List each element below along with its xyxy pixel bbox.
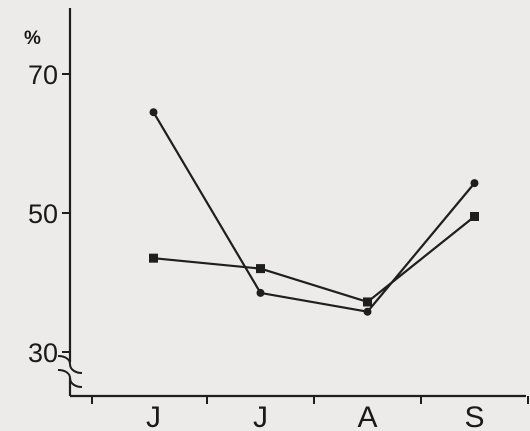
- x-tick-label: S: [464, 401, 484, 431]
- data-point-square: [256, 264, 265, 274]
- series-layer: [149, 108, 479, 316]
- x-tick-label: A: [357, 401, 377, 431]
- y-tick-label: 30: [28, 338, 58, 368]
- data-point-square: [363, 297, 372, 307]
- y-ticks: 30 50 70: [28, 60, 70, 368]
- axes: %: [24, 8, 526, 398]
- series-circle: [149, 108, 479, 316]
- data-point-circle: [363, 307, 372, 316]
- x-tick-label: J: [146, 401, 161, 431]
- data-point-square: [149, 253, 158, 263]
- series-square: [149, 211, 479, 307]
- data-point-circle: [470, 179, 479, 188]
- data-point-circle: [256, 288, 265, 297]
- y-tick-label: 70: [28, 60, 58, 90]
- y-tick-label: 50: [28, 199, 58, 229]
- x-tick-label: J: [253, 401, 268, 431]
- series-line: [152, 111, 476, 313]
- series-line: [153, 215, 476, 304]
- data-point-circle: [149, 108, 158, 117]
- y-axis-unit-label: %: [24, 28, 41, 49]
- data-point-square: [470, 211, 479, 221]
